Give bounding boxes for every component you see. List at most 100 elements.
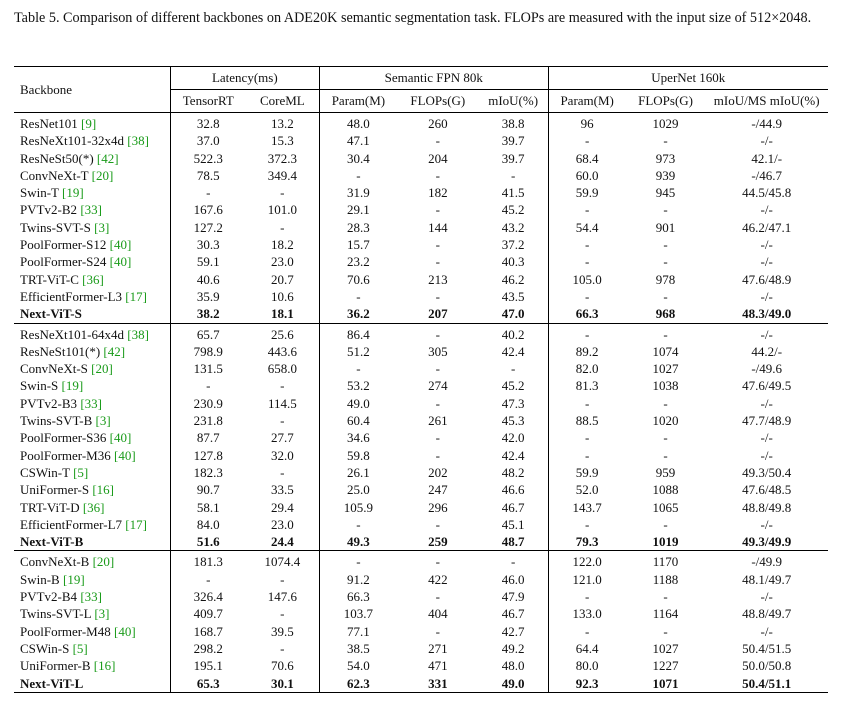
citation-link[interactable]: [40] bbox=[114, 623, 136, 639]
value-cell: - bbox=[435, 623, 440, 639]
citation-link[interactable]: [33] bbox=[80, 395, 102, 411]
value-cell: 41.5 bbox=[501, 185, 525, 201]
value-cell: 39.5 bbox=[270, 623, 294, 639]
value-cell: 1188 bbox=[652, 571, 679, 587]
value-cell: 274 bbox=[428, 378, 448, 394]
backbone-name-cell: PoolFormer-M36 [40] bbox=[14, 447, 170, 464]
citation-link[interactable]: [3] bbox=[95, 413, 111, 429]
citation-link[interactable]: [17] bbox=[125, 288, 147, 304]
value-cell: 40.6 bbox=[169, 270, 246, 288]
value-cell: 44.5/45.8 bbox=[742, 185, 792, 201]
value-cell: 49.3/50.4 bbox=[742, 464, 792, 480]
table-row: PoolFormer-S36 [40] 87.7 27.7 34.6-42.0- - -/… bbox=[14, 429, 828, 447]
citation-link[interactable]: [36] bbox=[82, 499, 105, 515]
citation-link[interactable]: [33] bbox=[80, 589, 102, 605]
col-header-fpn-flops: FLOPs(G) bbox=[396, 89, 479, 113]
citation-link[interactable]: [38] bbox=[127, 133, 149, 149]
value-cell: 29.4 bbox=[270, 499, 294, 515]
value-cell: 87.7 bbox=[169, 429, 246, 447]
citation-link[interactable]: [42] bbox=[96, 150, 119, 166]
value-cell: 79.3 bbox=[547, 533, 626, 551]
value-cell: 213 bbox=[428, 271, 448, 287]
value-cell: 298.2 bbox=[169, 639, 246, 658]
value-cell: 37.0 bbox=[169, 132, 246, 150]
citation-link[interactable]: [42] bbox=[103, 343, 126, 359]
citation-link[interactable]: [20] bbox=[91, 167, 114, 183]
citation-link[interactable]: [40] bbox=[109, 237, 132, 253]
backbone-name-cell: PoolFormer-S24 [40] bbox=[14, 253, 170, 270]
citation-link[interactable]: [40] bbox=[109, 430, 132, 446]
backbone-name: UniFormer-S bbox=[20, 482, 93, 498]
value-cell: 32.8 bbox=[169, 112, 246, 133]
backbone-name-cell: ConvNeXt-B [20] bbox=[14, 550, 171, 571]
value-cell: 202 bbox=[428, 464, 448, 480]
backbone-name: EfficientFormer-L7 bbox=[20, 516, 126, 532]
citation-link[interactable]: [3] bbox=[94, 606, 110, 622]
value-cell: 86.4 bbox=[318, 322, 397, 343]
citation-link[interactable]: [9] bbox=[81, 116, 97, 131]
citation-link[interactable]: [38] bbox=[127, 326, 149, 342]
value-cell: 259 bbox=[428, 534, 448, 550]
citation-link[interactable]: [3] bbox=[94, 219, 110, 235]
backbone-name-cell: PVTv2-B3 [33] bbox=[14, 395, 170, 412]
table-row: Twins-SVT-B [3] 231.8-60.4 261 45.3 88.5 1020… bbox=[14, 412, 828, 430]
table-row: Swin-T [19] - -31.9 182 41.5 59.9 945 44.5/45.8 bbox=[14, 184, 828, 202]
citation-link[interactable]: [19] bbox=[62, 571, 85, 587]
table-row: EfficientFormer-L3 [17] 35.9 10.6- -43.5- - -… bbox=[14, 287, 828, 306]
value-cell: 20.7 bbox=[270, 271, 294, 287]
table-row: Next-ViT-S 38.2 18.1 36.2 207 47.0 66.3 968 48.3… bbox=[14, 305, 828, 324]
backbone-name: Next-ViT-S bbox=[20, 306, 82, 322]
value-cell: 80.0 bbox=[547, 657, 626, 675]
value-cell: - bbox=[280, 606, 285, 622]
value-cell: 49.3/49.9 bbox=[742, 534, 792, 550]
col-header-fpn-miou: mIoU(%) bbox=[478, 89, 549, 113]
value-cell: 39.7 bbox=[501, 150, 525, 166]
value-cell: 296 bbox=[428, 499, 448, 515]
value-cell: - bbox=[663, 133, 668, 149]
value-cell: 33.5 bbox=[270, 482, 294, 498]
value-cell: - bbox=[663, 202, 668, 218]
table-row: PoolFormer-M36 [40] 127.8 32.0 59.8-42.4- - -… bbox=[14, 446, 828, 464]
value-cell: 15.3 bbox=[270, 133, 294, 149]
value-cell: 47.6/48.9 bbox=[742, 271, 792, 287]
citation-link[interactable]: [36] bbox=[82, 271, 104, 287]
value-cell: 70.6 bbox=[270, 658, 294, 674]
value-cell: 182.3 bbox=[169, 463, 246, 482]
citation-link[interactable]: [5] bbox=[73, 464, 89, 480]
value-cell: 181.3 bbox=[169, 550, 246, 571]
citation-link[interactable]: [19] bbox=[61, 378, 84, 394]
value-cell: -/- bbox=[760, 395, 773, 411]
value-cell: - bbox=[547, 446, 626, 464]
value-cell: 53.2 bbox=[318, 377, 397, 395]
value-cell: -/49.9 bbox=[705, 550, 828, 571]
value-cell: 60.0 bbox=[547, 166, 626, 185]
table-body: ResNet101 [9] 32.8 13.2 48.0 260 38.8 96 1029 -/… bbox=[14, 112, 828, 693]
citation-link[interactable]: [17] bbox=[125, 516, 147, 532]
value-cell: 105.0 bbox=[547, 270, 626, 288]
value-cell: -/46.7 bbox=[751, 167, 783, 183]
citation-link[interactable]: [16] bbox=[92, 482, 114, 498]
citation-link[interactable]: [33] bbox=[80, 202, 102, 218]
value-cell: 31.9 bbox=[318, 184, 397, 202]
backbone-name: Swin-S bbox=[20, 378, 62, 394]
backbone-comparison-table: Backbone Latency(ms) Semantic FPN 80k Up… bbox=[14, 66, 828, 693]
value-cell: 101.0 bbox=[267, 202, 297, 218]
value-cell: 40.2 bbox=[478, 322, 549, 343]
value-cell: 49.0 bbox=[501, 675, 525, 691]
table-caption: Table 5. Comparison of different backbon… bbox=[14, 10, 812, 26]
citation-link[interactable]: [19] bbox=[62, 185, 84, 201]
value-cell: -/- bbox=[760, 430, 773, 446]
backbone-name: ResNeSt101(*) bbox=[20, 343, 104, 359]
value-cell: 522.3 bbox=[169, 149, 246, 167]
citation-link[interactable]: [40] bbox=[109, 254, 132, 270]
citation-link[interactable]: [20] bbox=[91, 361, 113, 377]
value-cell: - bbox=[435, 516, 440, 532]
value-cell: -/49.6 bbox=[751, 361, 783, 377]
value-cell: -/- bbox=[760, 237, 773, 253]
value-cell: 372.3 bbox=[267, 150, 297, 166]
value-cell: 46.6 bbox=[501, 482, 525, 498]
citation-link[interactable]: [16] bbox=[93, 658, 116, 674]
citation-link[interactable]: [40] bbox=[114, 447, 136, 463]
citation-link[interactable]: [20] bbox=[92, 554, 115, 570]
citation-link[interactable]: [5] bbox=[72, 640, 88, 656]
